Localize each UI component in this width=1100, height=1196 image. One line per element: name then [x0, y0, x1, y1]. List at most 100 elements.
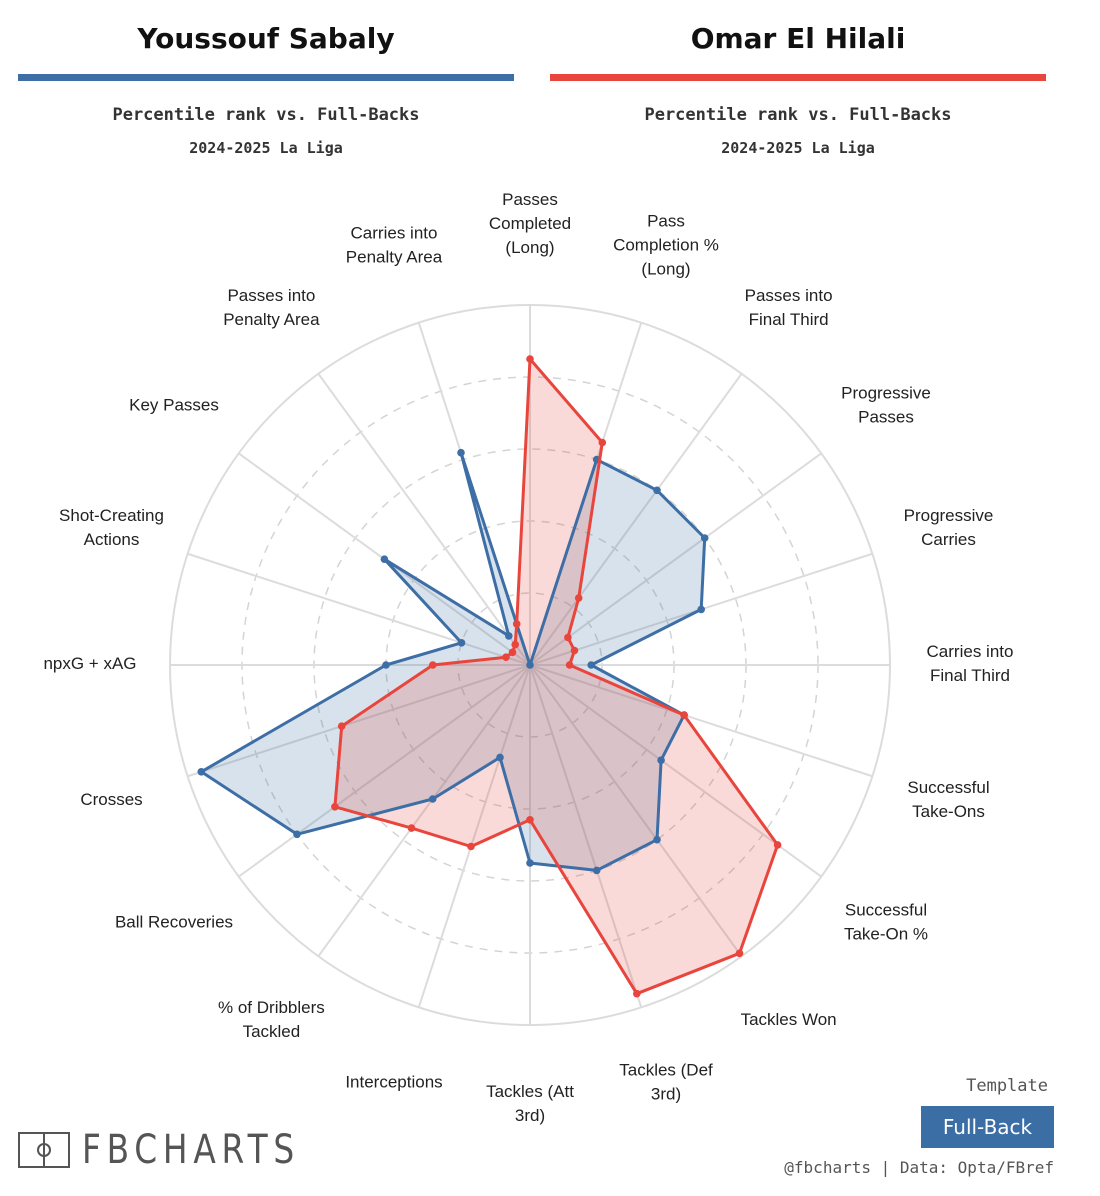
player2-color-bar — [550, 74, 1046, 81]
data-point-2 — [508, 648, 517, 657]
axis-label: Tackles (Att 3rd) — [486, 1082, 574, 1125]
data-point-1 — [653, 835, 661, 844]
data-point-2 — [337, 722, 346, 730]
axis-label-line: Tackles (Att — [486, 1082, 574, 1101]
data-point-1 — [697, 605, 705, 614]
axis-label: Carries into Penalty Area — [346, 224, 443, 267]
data-point-2 — [512, 620, 521, 628]
axis-label-line: Completed — [489, 214, 571, 233]
player1-color-bar — [18, 74, 514, 81]
radar-series — [197, 355, 782, 998]
axis-label: Carries into Final Third — [927, 642, 1014, 685]
axis-label-line: Carries — [921, 530, 976, 549]
axis-label-line: Carries into — [351, 224, 438, 243]
axis-label-line: Penalty Area — [223, 310, 320, 329]
data-point-1 — [700, 534, 709, 542]
axis-label-line: Key Passes — [129, 396, 219, 415]
axis-label-line: Progressive — [904, 506, 994, 525]
data-credit: @fbcharts | Data: Opta/FBref — [784, 1158, 1054, 1177]
axis-label: Passes into Penalty Area — [223, 286, 320, 329]
data-point-1 — [428, 795, 437, 803]
axis-label: Ball Recoveries — [115, 913, 233, 932]
data-point-2 — [502, 653, 510, 661]
series-area-2 — [334, 359, 778, 994]
axis-label: Shot-Creating Actions — [59, 506, 164, 549]
data-point-2 — [511, 640, 519, 649]
grid-spoke — [529, 664, 643, 1008]
axis-label-line: Tackles Won — [741, 1010, 837, 1029]
axis-label-line: Pass — [647, 212, 685, 231]
axis-label: npxG + xAG — [43, 654, 136, 673]
axis-label: Interceptions — [345, 1073, 442, 1092]
axis-label-line: npxG + xAG — [43, 654, 136, 673]
axis-label-line: Actions — [84, 530, 140, 549]
data-point-1 — [653, 486, 661, 495]
axis-label: Tackles (Def 3rd) — [619, 1061, 713, 1104]
grid-spoke — [187, 552, 531, 666]
grid-spoke — [187, 664, 531, 778]
data-point-1 — [592, 866, 601, 875]
logo-text: FBCHARTS — [82, 1127, 300, 1173]
data-point-2 — [570, 646, 579, 655]
axis-label-line: Successful — [907, 778, 989, 797]
axis-label-line: Ball Recoveries — [115, 913, 233, 932]
fbcharts-logo: FBCHARTS — [18, 1127, 348, 1173]
axis-label: Successful Take-On % — [844, 901, 928, 944]
axis-label-line: Interceptions — [345, 1073, 442, 1092]
data-point-1 — [587, 661, 595, 669]
data-point-2 — [565, 661, 574, 669]
data-point-2 — [773, 841, 782, 849]
data-point-2 — [526, 355, 534, 363]
template-badge: Full-Back — [921, 1106, 1054, 1148]
data-point-2 — [467, 842, 475, 851]
data-point-2 — [429, 661, 437, 669]
data-point-1 — [496, 753, 504, 762]
player2-name: Omar El Hilali — [690, 22, 906, 55]
axis-label-line: Final Third — [749, 310, 829, 329]
axis-label: % of Dribblers Tackled — [218, 998, 325, 1041]
pitch-icon — [18, 1132, 70, 1168]
axis-label-line: (Long) — [641, 260, 690, 279]
grid-spoke — [317, 373, 531, 666]
axis-labels: Passes Completed (Long) Pass Completion % (Lo… — [43, 190, 1013, 1125]
axis-label-line: Progressive — [841, 384, 931, 403]
data-point-2 — [407, 824, 416, 832]
player1-name: Youssouf Sabaly — [137, 22, 395, 55]
data-point-1 — [457, 639, 466, 647]
axis-label-line: % of Dribblers — [218, 998, 325, 1017]
axis-label: Successful Take-Ons — [907, 778, 989, 821]
axis-label-line: Take-Ons — [912, 802, 985, 821]
grid-spoke — [529, 664, 822, 878]
data-point-2 — [564, 633, 572, 642]
data-point-1 — [457, 448, 465, 457]
radar-grid — [169, 304, 891, 1026]
grid-spoke — [529, 452, 822, 666]
axis-label-line: Final Third — [930, 666, 1010, 685]
data-point-1 — [380, 555, 389, 563]
data-point-2 — [735, 949, 744, 958]
data-point-2 — [633, 989, 641, 998]
axis-label-line: Successful — [845, 901, 927, 920]
data-point-2 — [680, 711, 688, 719]
axis-label-line: Shot-Creating — [59, 506, 164, 525]
axis-label-line: Take-On % — [844, 925, 928, 944]
axis-label-line: Completion % — [613, 236, 719, 255]
axis-label: Key Passes — [129, 396, 219, 415]
data-point-1 — [526, 859, 534, 867]
data-point-1 — [197, 768, 206, 776]
axis-label-line: Tackles (Def — [619, 1061, 713, 1080]
data-point-1 — [657, 756, 665, 764]
grid-spoke — [529, 373, 743, 666]
axis-label: Tackles Won — [741, 1010, 837, 1029]
axis-label-line: (Long) — [505, 238, 554, 257]
data-point-2 — [574, 594, 583, 602]
data-point-1 — [505, 632, 513, 640]
axis-label: Crosses — [80, 790, 142, 809]
axis-label-line: Passes — [858, 408, 914, 427]
axis-label-line: Carries into — [927, 642, 1014, 661]
axis-label-line: Passes — [502, 190, 558, 209]
grid-spoke — [317, 664, 531, 957]
player1-subtitle: Percentile rank vs. Full-Backs — [112, 105, 420, 125]
data-point-1 — [526, 661, 534, 669]
